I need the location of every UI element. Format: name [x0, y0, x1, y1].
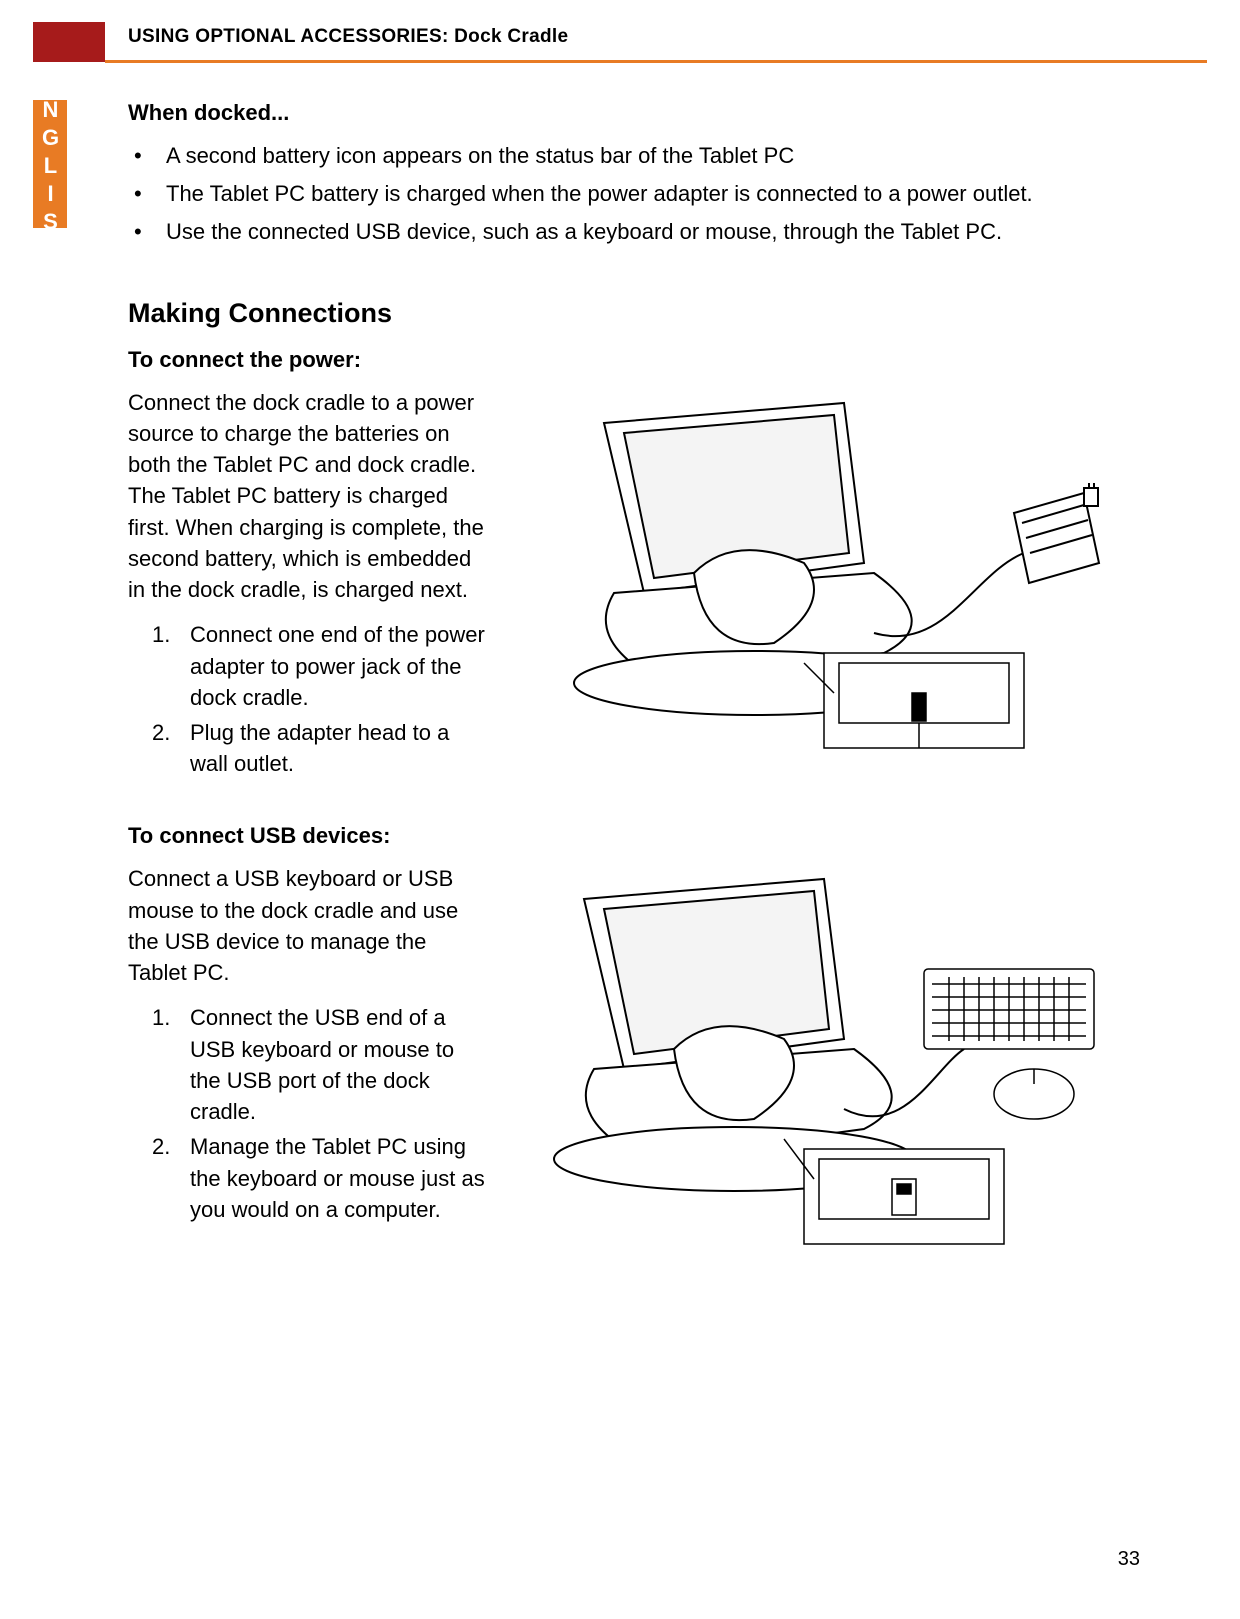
connect-power-body: Connect the dock cradle to a power sourc…: [128, 387, 488, 606]
making-connections-heading: Making Connections: [128, 298, 1140, 329]
connect-usb-text-col: Connect a USB keyboard or USB mouse to t…: [128, 863, 488, 1229]
page-header: USING OPTIONAL ACCESSORIES: Dock Cradle: [0, 22, 1240, 62]
page-number: 33: [1118, 1548, 1140, 1571]
connect-power-row: Connect the dock cradle to a power sourc…: [128, 387, 1140, 784]
connect-usb-body: Connect a USB keyboard or USB mouse to t…: [128, 863, 488, 988]
step-item: Connect the USB end of a USB keyboard or…: [152, 1002, 488, 1127]
when-docked-heading: When docked...: [128, 100, 1140, 126]
header-title: USING OPTIONAL ACCESSORIES: Dock Cradle: [128, 26, 568, 48]
connect-power-figure: [508, 387, 1140, 753]
dock-usb-illustration: [544, 869, 1104, 1249]
connect-usb-figure: [508, 863, 1140, 1249]
connect-usb-row: Connect a USB keyboard or USB mouse to t…: [128, 863, 1140, 1249]
connect-power-text-col: Connect the dock cradle to a power sourc…: [128, 387, 488, 784]
header-divider: [105, 60, 1207, 63]
header-red-block: [33, 22, 105, 62]
step-item: Connect one end of the power adapter to …: [152, 619, 488, 713]
connect-power-heading: To connect the power:: [128, 347, 1140, 373]
dock-power-illustration: [544, 393, 1104, 753]
connect-power-steps: Connect one end of the power adapter to …: [128, 619, 488, 779]
bullet-item: A second battery icon appears on the sta…: [128, 140, 1140, 172]
bullet-item: Use the connected USB device, such as a …: [128, 216, 1140, 248]
bullet-item: The Tablet PC battery is charged when th…: [128, 178, 1140, 210]
connect-usb-steps: Connect the USB end of a USB keyboard or…: [128, 1002, 488, 1225]
connect-usb-heading: To connect USB devices:: [128, 823, 1140, 849]
language-tab: ENGLISH: [33, 100, 67, 228]
page-content: When docked... A second battery icon app…: [128, 100, 1140, 1289]
step-item: Manage the Tablet PC using the keyboard …: [152, 1131, 488, 1225]
step-item: Plug the adapter head to a wall outlet.: [152, 717, 488, 779]
when-docked-list: A second battery icon appears on the sta…: [128, 140, 1140, 248]
